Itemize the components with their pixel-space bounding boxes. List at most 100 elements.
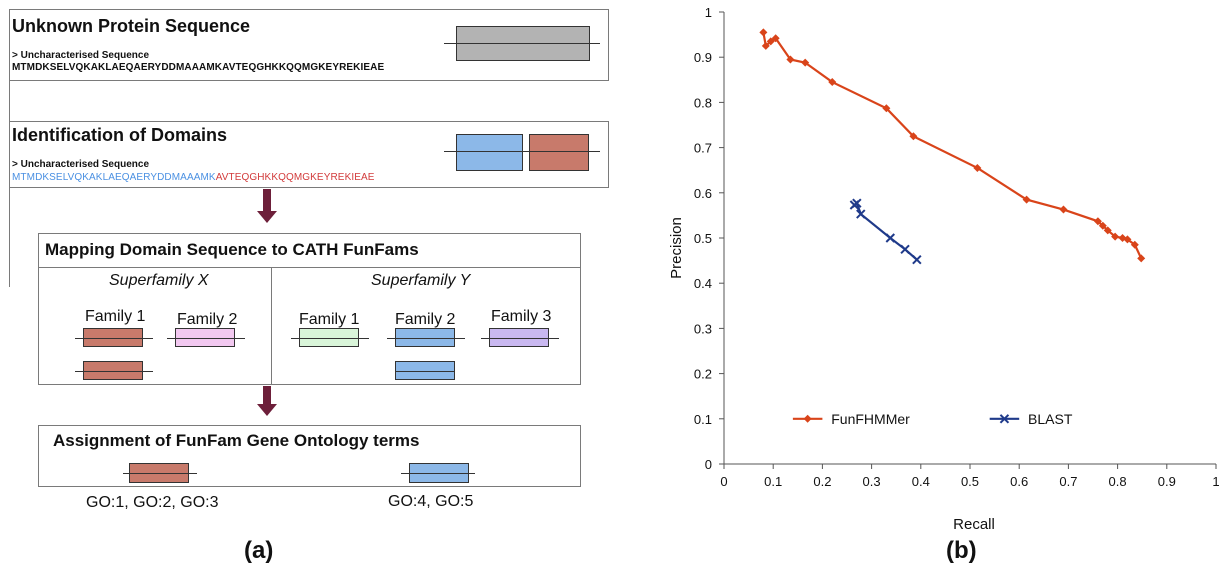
unknown-sequence-title: Unknown Protein Sequence xyxy=(12,16,251,36)
data-point-funfhmmer xyxy=(1103,226,1112,235)
y-tick-label: 0.7 xyxy=(694,141,712,156)
data-point-blast xyxy=(912,254,922,265)
domain-2-rect xyxy=(529,134,589,171)
sfy-family-1-rect xyxy=(299,328,359,347)
panel-a-label: (a) xyxy=(244,537,274,564)
y-tick-label: 0.3 xyxy=(694,321,712,336)
precision-recall-chart: 0 0.1 0.2 0.3 0.4 0.5 0.6 0.7 0.8 0.9 1 0 0.1 0.2 0.3 0… xyxy=(668,5,1220,533)
unknown-sequence-text: MTMDKSELVQKAKLAEQAERYDDMAAAMKAVTEQGHKKQQ… xyxy=(12,62,385,73)
x-tick-label: 0.5 xyxy=(961,474,979,489)
sfy-f2b-line-over xyxy=(395,371,455,372)
y-tick-label: 1 xyxy=(705,5,712,20)
domain-1-sequence: MTMDKSELVQKAKLAEQAERYDDMAAAMK xyxy=(12,172,216,183)
x-tick-label: 0.3 xyxy=(863,474,881,489)
sfy-family-2-rect xyxy=(395,328,455,347)
legend-label-funfhmmer: FunFHMMer xyxy=(831,411,910,427)
x-tick-label: 0.4 xyxy=(912,474,930,489)
sfx-f2-line-over xyxy=(175,338,235,339)
sfx-family-2-rect xyxy=(175,328,235,347)
identification-sequence-label: > Uncharacterised Sequence xyxy=(12,159,150,170)
y-tick-label: 0.1 xyxy=(694,412,712,427)
x-tick-label: 0.8 xyxy=(1109,474,1127,489)
x-axis-label: Recall xyxy=(953,516,995,533)
data-point-blast xyxy=(885,233,896,243)
data-point-funfhmmer xyxy=(786,55,795,64)
data-point-funfhmmer xyxy=(1111,232,1120,241)
unknown-domain-line-over xyxy=(456,43,590,44)
legend-marker-funfhmmer xyxy=(803,414,812,423)
data-point-funfhmmer xyxy=(1098,221,1107,230)
series-line-funfhmmer xyxy=(762,32,1143,259)
domain-1-rect xyxy=(456,134,523,171)
data-point-blast xyxy=(900,244,910,255)
arrow-1-head xyxy=(257,211,277,223)
y-tick-label: 0.9 xyxy=(694,50,712,65)
data-point-funfhmmer xyxy=(1123,235,1132,244)
data-point-funfhmmer xyxy=(1093,217,1102,226)
data-point-funfhmmer xyxy=(1059,205,1068,214)
sfy-family-3-label: Family 3 xyxy=(491,308,552,325)
arrow-2-shaft xyxy=(263,386,271,404)
unknown-sequence-box: Unknown Protein Sequence > Uncharacteris… xyxy=(9,9,609,81)
sfy-family-2b-rect xyxy=(395,361,455,380)
x-tick-label: 0.1 xyxy=(764,474,782,489)
x-tick-label: 0.7 xyxy=(1059,474,1077,489)
data-point-funfhmmer xyxy=(771,34,780,43)
identification-title: Identification of Domains xyxy=(12,125,228,145)
data-point-funfhmmer xyxy=(909,132,918,141)
data-point-funfhmmer xyxy=(766,37,775,46)
identification-box: Identification of Domains > Uncharacteri… xyxy=(9,121,609,188)
go-right-line-over xyxy=(409,473,469,474)
go-terms-left: GO:1, GO:2, GO:3 xyxy=(86,494,219,511)
mapping-divider-v xyxy=(271,267,272,384)
sfx-family-1b-rect xyxy=(83,361,143,380)
y-tick-label: 0.2 xyxy=(694,367,712,382)
x-tick-label: 1 xyxy=(1212,474,1219,489)
data-point-funfhmmer xyxy=(882,104,891,113)
identification-sequence: MTMDKSELVQKAKLAEQAERYDDMAAAMKAVTEQGHKKQQ… xyxy=(12,172,375,183)
data-point-funfhmmer xyxy=(1118,234,1127,242)
y-tick-label: 0.5 xyxy=(694,231,712,246)
sfy-family-1-label: Family 1 xyxy=(299,311,360,328)
mapping-box: Mapping Domain Sequence to CATH FunFams … xyxy=(38,233,581,385)
data-point-funfhmmer xyxy=(1137,254,1146,263)
sfy-family-2-label: Family 2 xyxy=(395,311,456,328)
superfamily-x-title: Superfamily X xyxy=(109,272,209,289)
data-point-funfhmmer xyxy=(759,28,768,37)
mapping-title: Mapping Domain Sequence to CATH FunFams xyxy=(45,240,419,259)
panel-a: Unknown Protein Sequence > Uncharacteris… xyxy=(9,9,609,564)
panel-b: 0 0.1 0.2 0.3 0.4 0.5 0.6 0.7 0.8 0.9 1 0 0.1 0.2 0.3 0… xyxy=(620,0,1223,571)
data-point-blast xyxy=(856,209,866,219)
legend-label-blast: BLAST xyxy=(1028,411,1073,427)
data-point-funfhmmer xyxy=(1022,195,1031,204)
x-tick-label: 0.9 xyxy=(1158,474,1176,489)
y-tick-label: 0.6 xyxy=(694,186,712,201)
data-point-funfhmmer xyxy=(761,41,770,50)
mapping-divider-h xyxy=(39,267,580,268)
sfx-f1-line-over xyxy=(83,338,143,339)
y-tick-label: 0.4 xyxy=(694,276,712,291)
data-point-funfhmmer xyxy=(801,58,810,67)
data-point-blast xyxy=(852,198,862,208)
unknown-sequence-label: > Uncharacterised Sequence xyxy=(12,50,150,61)
domain-2-line-over xyxy=(529,151,589,152)
sfy-f1-line-over xyxy=(299,338,359,339)
go-left-line-over xyxy=(129,473,189,474)
panel-b-label: (b) xyxy=(946,537,977,564)
x-tick-label: 0.2 xyxy=(813,474,831,489)
assignment-box: Assignment of FunFam Gene Ontology terms xyxy=(38,425,581,487)
arrow-1-shaft xyxy=(263,189,271,211)
sfx-family-2-label: Family 2 xyxy=(177,311,238,328)
legend-marker-blast xyxy=(999,414,1010,424)
sfy-f3-line-over xyxy=(489,338,549,339)
x-tick-label: 0.6 xyxy=(1010,474,1028,489)
superfamily-y-title: Superfamily Y xyxy=(371,272,471,289)
sfx-family-1-label: Family 1 xyxy=(85,308,146,325)
sfx-f1b-line-over xyxy=(83,371,143,372)
sfx-family-1-rect xyxy=(83,328,143,347)
arrow-2-head xyxy=(257,404,277,416)
data-point-funfhmmer xyxy=(828,78,837,87)
sfy-f2-line-over xyxy=(395,338,455,339)
sfy-family-3-rect xyxy=(489,328,549,347)
data-point-funfhmmer xyxy=(1130,240,1139,249)
